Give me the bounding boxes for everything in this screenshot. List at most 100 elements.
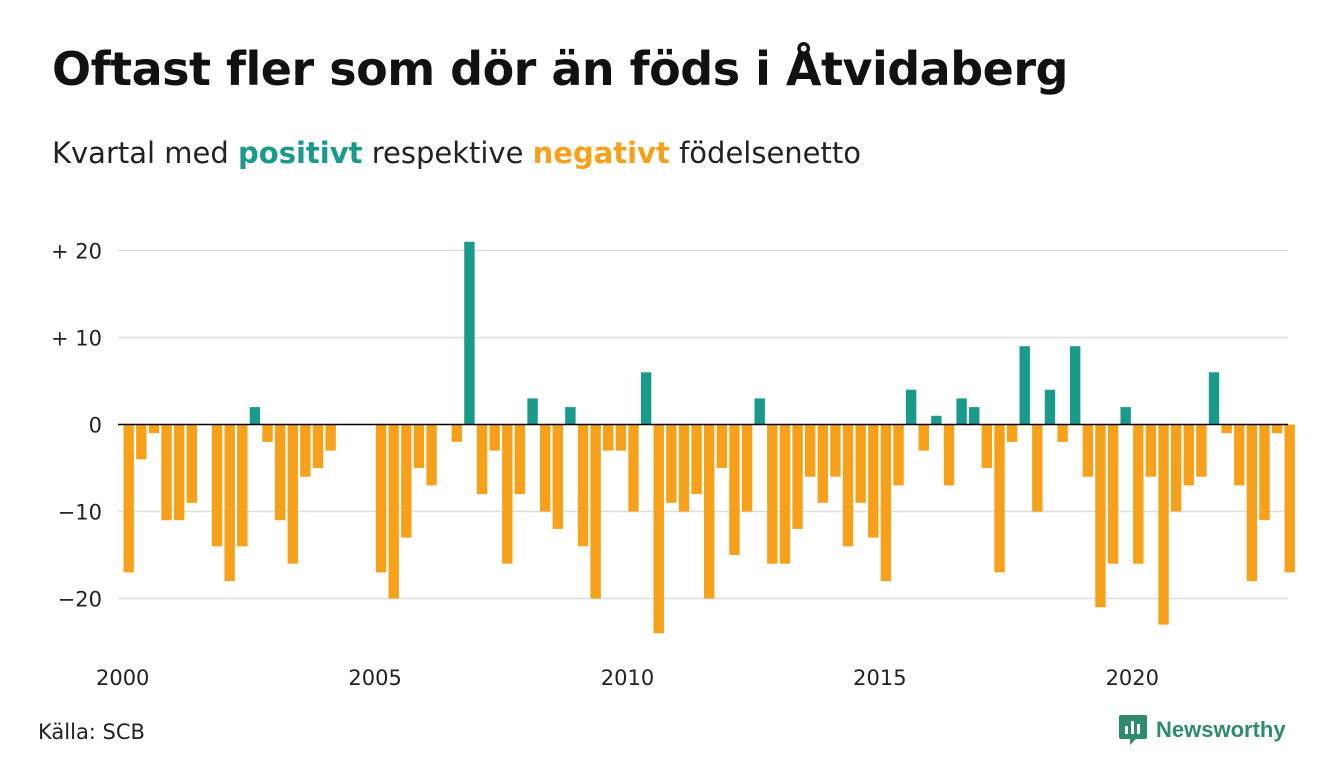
- bar: [325, 424, 336, 451]
- bar: [817, 424, 828, 503]
- x-tick-label: 2015: [853, 666, 906, 690]
- bar: [691, 424, 702, 495]
- bar: [1019, 346, 1030, 425]
- bar: [388, 424, 399, 599]
- bar: [956, 398, 967, 425]
- bar: [249, 407, 261, 425]
- subtitle-text-2: respektive: [362, 136, 533, 170]
- bar: [1145, 424, 1157, 477]
- bar: [615, 424, 627, 451]
- subtitle-positive-word: positivt: [238, 136, 363, 170]
- bar: [527, 398, 538, 425]
- bar: [1120, 407, 1131, 425]
- bar: [868, 424, 879, 538]
- bar: [590, 424, 601, 599]
- bar: [211, 424, 223, 547]
- bar: [1006, 424, 1018, 442]
- y-tick-label: + 10: [51, 327, 102, 351]
- bar: [754, 398, 765, 425]
- chart-title: Oftast fler som dör än föds i Åtvidaberg: [52, 42, 1068, 96]
- bar: [539, 424, 551, 512]
- brand-logo: Newsworthy: [1118, 713, 1286, 747]
- bar: [666, 424, 677, 503]
- bar: [893, 424, 904, 486]
- bar: [300, 424, 311, 477]
- bar: [502, 424, 513, 564]
- bar: [123, 424, 134, 573]
- bar: [1158, 424, 1169, 625]
- bar: [1246, 424, 1258, 582]
- bar: [653, 424, 664, 634]
- grid-lines: [118, 249, 1288, 600]
- y-tick-label: −10: [58, 501, 102, 525]
- bar: [1107, 424, 1119, 564]
- bar: [136, 424, 147, 460]
- bar: [375, 424, 387, 573]
- bar: [312, 424, 324, 468]
- bar: [1196, 424, 1207, 477]
- bar: [943, 424, 955, 486]
- bar: [401, 424, 412, 538]
- bar: [1133, 424, 1144, 564]
- bar: [476, 424, 488, 495]
- bar: [161, 424, 172, 521]
- y-axis-ticks: + 20 + 10 0 −10 −20: [51, 240, 102, 612]
- bar: [186, 424, 197, 503]
- bar: [1208, 372, 1220, 425]
- bar: [716, 424, 728, 468]
- bar: [287, 424, 298, 564]
- bar: [274, 424, 286, 521]
- bar: [413, 424, 425, 468]
- bar: [767, 424, 778, 564]
- bar: [855, 424, 866, 503]
- bar: [148, 424, 160, 434]
- bar: [1284, 424, 1295, 573]
- subtitle-text-1: Kvartal med: [52, 136, 239, 170]
- bar: [1183, 424, 1194, 486]
- x-tick-label: 2005: [348, 666, 401, 690]
- bar: [1044, 389, 1056, 425]
- bar: [729, 424, 740, 555]
- y-tick-label: 0: [89, 414, 102, 438]
- bar: [830, 424, 841, 477]
- bar: [464, 241, 475, 425]
- bar: [880, 424, 892, 582]
- bar: [1057, 424, 1068, 442]
- x-tick-label: 2000: [96, 666, 149, 690]
- x-axis-ticks: 2000 2005 2010 2015 2020: [96, 666, 1159, 690]
- bar: [981, 424, 993, 468]
- bar: [489, 424, 500, 451]
- bar: [426, 424, 437, 486]
- bar: [994, 424, 1005, 573]
- bar: [565, 407, 576, 425]
- x-tick-label: 2010: [601, 666, 654, 690]
- bar: [640, 372, 652, 425]
- bar: [918, 424, 929, 451]
- bar: [792, 424, 803, 529]
- bar: [1070, 346, 1081, 425]
- bar: [173, 424, 185, 521]
- bar: [1271, 424, 1283, 434]
- bar: [931, 415, 942, 425]
- bar: [905, 389, 917, 425]
- brand-name: Newsworthy: [1156, 717, 1286, 742]
- bar-chart: + 20 + 10 0 −10 −20 2000 2005 2010 2015 2020: [51, 240, 1295, 690]
- bar: [842, 424, 854, 547]
- bar: [1259, 424, 1270, 521]
- bar: [969, 407, 980, 425]
- y-tick-label: −20: [58, 588, 102, 612]
- newsworthy-logo-icon: [1119, 715, 1147, 745]
- subtitle-negative-word: negativt: [532, 136, 670, 170]
- bar: [603, 424, 614, 451]
- bar: [237, 424, 248, 547]
- bar: [1221, 424, 1232, 434]
- bar: [1095, 424, 1106, 608]
- bar: [224, 424, 235, 582]
- bar: [1170, 424, 1182, 512]
- bar: [704, 424, 715, 599]
- bar: [262, 424, 273, 442]
- bar: [552, 424, 563, 529]
- x-tick-label: 2020: [1106, 666, 1159, 690]
- bar: [1234, 424, 1245, 486]
- subtitle-text-3: födelsenetto: [669, 136, 861, 170]
